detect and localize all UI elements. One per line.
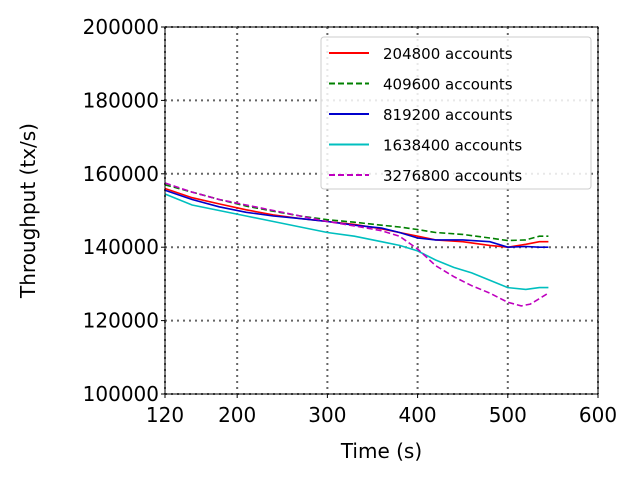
legend-box	[320, 36, 592, 190]
series-line-3	[164, 189, 549, 249]
legend-label: 819200 accounts	[383, 106, 513, 124]
series-line-4	[164, 193, 549, 291]
ticks	[161, 26, 599, 398]
x-tick-label: 400	[398, 403, 436, 427]
plot-frame	[164, 26, 599, 395]
x-axis-title: Time (s)	[340, 439, 422, 463]
legend-label: 409600 accounts	[383, 76, 513, 94]
series-line-5	[164, 182, 549, 307]
y-tick-label: 200000	[83, 15, 159, 39]
y-tick-label: 160000	[83, 162, 159, 186]
y-tick-label: 140000	[83, 235, 159, 259]
legend-label: 1638400 accounts	[383, 137, 522, 155]
series-layer	[164, 182, 549, 307]
series-line-2	[164, 184, 549, 242]
y-tick-label: 120000	[83, 309, 159, 333]
legend-label: 3276800 accounts	[383, 167, 522, 185]
legend-items: 204800 accounts 409600 accounts 819200 acc…	[329, 45, 522, 185]
y-tick-label: 100000	[83, 382, 159, 406]
y-axis-title: Throughput (tx/s)	[16, 123, 40, 299]
x-tick-label: 120	[146, 403, 184, 427]
legend: 204800 accounts 409600 accounts 819200 acc…	[320, 36, 592, 190]
x-tick-label: 300	[308, 403, 346, 427]
x-tick-label: 500	[489, 403, 527, 427]
x-tick-label: 200	[218, 403, 256, 427]
x-tick-label: 600	[579, 403, 617, 427]
y-tick-labels: 100000 120000 140000 160000 180000 200000	[83, 15, 159, 406]
y-tick-label: 180000	[83, 88, 159, 112]
legend-label: 204800 accounts	[383, 45, 513, 63]
x-tick-labels: 120 200 300 400 500 600	[146, 403, 617, 427]
